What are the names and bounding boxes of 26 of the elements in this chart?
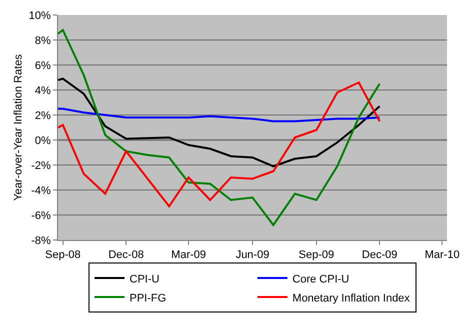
y-tick-label: -2% [31, 160, 52, 172]
y-tick-label: 0% [34, 134, 52, 147]
x-tick-label: Dec-09 [362, 249, 398, 262]
y-tick-label: 6% [34, 60, 52, 72]
y-tick-label: -6% [31, 210, 52, 222]
y-axis-title: Year-over-Year Inflation Rates [12, 54, 24, 201]
y-tick-label: 2% [34, 110, 52, 122]
y-tick-label: -8% [31, 234, 52, 247]
legend-label: CPI-U [130, 273, 160, 286]
legend-label: Monetary Inflation Index [292, 292, 410, 304]
y-tick-label: 4% [34, 84, 52, 97]
legend-label: Core CPI-U [292, 273, 350, 286]
y-tick-label: -4% [31, 184, 52, 197]
line-series [58, 108, 381, 122]
legend-label: PPI-FG [130, 292, 166, 304]
x-tick-label: Mar-09 [171, 249, 206, 262]
y-tick-label: 10% [28, 10, 52, 22]
x-tick-label: Sep-09 [298, 249, 334, 262]
line-series [58, 29, 381, 226]
x-tick-label: Jun-09 [236, 249, 270, 262]
x-tick-label: Sep-08 [45, 249, 81, 262]
y-tick-label: 8% [34, 34, 52, 47]
line-series [58, 78, 381, 168]
line-series [58, 82, 381, 208]
x-tick-label: Dec-08 [108, 249, 144, 262]
x-tick-label: Mar-10 [424, 249, 460, 262]
